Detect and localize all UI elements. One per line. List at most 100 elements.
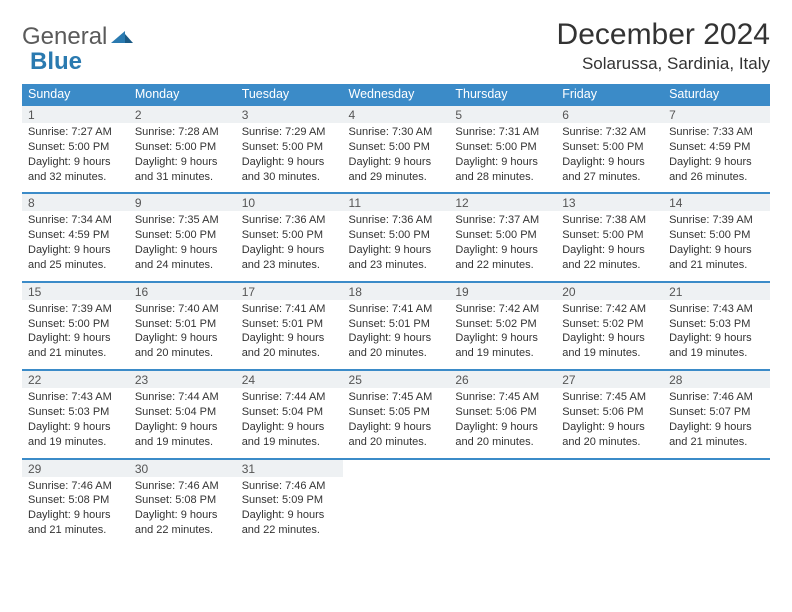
- daylight-text-1: Daylight: 9 hours: [28, 508, 123, 523]
- daylight-text-2: and 19 minutes.: [669, 346, 764, 361]
- day-number: 12: [449, 193, 556, 211]
- day-number: 19: [449, 282, 556, 300]
- day-cell: Sunrise: 7:28 AMSunset: 5:00 PMDaylight:…: [129, 123, 236, 193]
- sunrise-text: Sunrise: 7:39 AM: [28, 302, 123, 317]
- day-number: 10: [236, 193, 343, 211]
- day-number: 13: [556, 193, 663, 211]
- location: Solarussa, Sardinia, Italy: [557, 54, 770, 74]
- daylight-text-1: Daylight: 9 hours: [669, 420, 764, 435]
- daylight-text-1: Daylight: 9 hours: [135, 420, 230, 435]
- daylight-text-2: and 23 minutes.: [242, 258, 337, 273]
- daylight-text-1: Daylight: 9 hours: [349, 155, 444, 170]
- daylight-text-2: and 25 minutes.: [28, 258, 123, 273]
- daylight-text-2: and 29 minutes.: [349, 170, 444, 185]
- weekday-header: Thursday: [449, 84, 556, 105]
- daylight-text-1: Daylight: 9 hours: [455, 155, 550, 170]
- day-cell: Sunrise: 7:27 AMSunset: 5:00 PMDaylight:…: [22, 123, 129, 193]
- day-number: 28: [663, 370, 770, 388]
- daylight-text-1: Daylight: 9 hours: [242, 331, 337, 346]
- day-cell: Sunrise: 7:34 AMSunset: 4:59 PMDaylight:…: [22, 211, 129, 281]
- weekday-header-row: SundayMondayTuesdayWednesdayThursdayFrid…: [22, 84, 770, 105]
- daylight-text-2: and 21 minutes.: [669, 258, 764, 273]
- daylight-text-2: and 19 minutes.: [562, 346, 657, 361]
- sunrise-text: Sunrise: 7:43 AM: [669, 302, 764, 317]
- sunset-text: Sunset: 5:00 PM: [669, 228, 764, 243]
- sunset-text: Sunset: 5:00 PM: [28, 140, 123, 155]
- day-number: 24: [236, 370, 343, 388]
- day-cell: Sunrise: 7:36 AMSunset: 5:00 PMDaylight:…: [236, 211, 343, 281]
- day-number: 20: [556, 282, 663, 300]
- daylight-text-1: Daylight: 9 hours: [242, 420, 337, 435]
- daylight-text-1: Daylight: 9 hours: [669, 331, 764, 346]
- sunrise-text: Sunrise: 7:29 AM: [242, 125, 337, 140]
- daylight-text-2: and 22 minutes.: [135, 523, 230, 538]
- day-cell: [343, 477, 450, 546]
- sunset-text: Sunset: 4:59 PM: [669, 140, 764, 155]
- title-block: December 2024 Solarussa, Sardinia, Italy: [557, 18, 770, 74]
- daylight-text-2: and 20 minutes.: [562, 435, 657, 450]
- sunset-text: Sunset: 5:04 PM: [242, 405, 337, 420]
- sunrise-text: Sunrise: 7:41 AM: [242, 302, 337, 317]
- day-number: 14: [663, 193, 770, 211]
- day-cell: Sunrise: 7:44 AMSunset: 5:04 PMDaylight:…: [236, 388, 343, 458]
- day-cell: Sunrise: 7:43 AMSunset: 5:03 PMDaylight:…: [22, 388, 129, 458]
- daylight-text-1: Daylight: 9 hours: [135, 243, 230, 258]
- day-number: 6: [556, 105, 663, 123]
- daylight-text-1: Daylight: 9 hours: [135, 331, 230, 346]
- logo-text-general: General: [22, 25, 107, 49]
- day-number: 25: [343, 370, 450, 388]
- sunset-text: Sunset: 5:05 PM: [349, 405, 444, 420]
- daylight-text-2: and 20 minutes.: [242, 346, 337, 361]
- day-number: 16: [129, 282, 236, 300]
- day-number: 17: [236, 282, 343, 300]
- sunset-text: Sunset: 5:01 PM: [242, 317, 337, 332]
- sunset-text: Sunset: 5:08 PM: [28, 493, 123, 508]
- daylight-text-1: Daylight: 9 hours: [562, 420, 657, 435]
- day-number-row: 15161718192021: [22, 282, 770, 300]
- day-cell: Sunrise: 7:45 AMSunset: 5:06 PMDaylight:…: [556, 388, 663, 458]
- sunrise-text: Sunrise: 7:34 AM: [28, 213, 123, 228]
- sunset-text: Sunset: 5:00 PM: [562, 228, 657, 243]
- sunset-text: Sunset: 5:00 PM: [242, 140, 337, 155]
- daylight-text-2: and 20 minutes.: [455, 435, 550, 450]
- sunset-text: Sunset: 5:00 PM: [242, 228, 337, 243]
- day-body-row: Sunrise: 7:43 AMSunset: 5:03 PMDaylight:…: [22, 388, 770, 458]
- logo-triangle-icon: [111, 24, 133, 48]
- sunrise-text: Sunrise: 7:33 AM: [669, 125, 764, 140]
- day-cell: Sunrise: 7:39 AMSunset: 5:00 PMDaylight:…: [663, 211, 770, 281]
- day-number: 7: [663, 105, 770, 123]
- daylight-text-2: and 23 minutes.: [349, 258, 444, 273]
- day-cell: Sunrise: 7:41 AMSunset: 5:01 PMDaylight:…: [236, 300, 343, 370]
- daylight-text-2: and 32 minutes.: [28, 170, 123, 185]
- day-cell: Sunrise: 7:37 AMSunset: 5:00 PMDaylight:…: [449, 211, 556, 281]
- sunrise-text: Sunrise: 7:27 AM: [28, 125, 123, 140]
- day-cell: Sunrise: 7:45 AMSunset: 5:06 PMDaylight:…: [449, 388, 556, 458]
- daylight-text-2: and 22 minutes.: [242, 523, 337, 538]
- daylight-text-2: and 20 minutes.: [135, 346, 230, 361]
- sunrise-text: Sunrise: 7:39 AM: [669, 213, 764, 228]
- day-cell: Sunrise: 7:46 AMSunset: 5:09 PMDaylight:…: [236, 477, 343, 546]
- sunrise-text: Sunrise: 7:36 AM: [242, 213, 337, 228]
- day-cell: Sunrise: 7:42 AMSunset: 5:02 PMDaylight:…: [449, 300, 556, 370]
- daylight-text-2: and 30 minutes.: [242, 170, 337, 185]
- day-number: 3: [236, 105, 343, 123]
- daylight-text-2: and 19 minutes.: [242, 435, 337, 450]
- sunrise-text: Sunrise: 7:32 AM: [562, 125, 657, 140]
- sunrise-text: Sunrise: 7:41 AM: [349, 302, 444, 317]
- daylight-text-2: and 19 minutes.: [455, 346, 550, 361]
- day-number: 29: [22, 459, 129, 477]
- day-cell: [556, 477, 663, 546]
- day-number-row: 22232425262728: [22, 370, 770, 388]
- sunset-text: Sunset: 5:06 PM: [562, 405, 657, 420]
- day-cell: [449, 477, 556, 546]
- day-number: [343, 459, 450, 477]
- sunrise-text: Sunrise: 7:43 AM: [28, 390, 123, 405]
- weekday-header: Sunday: [22, 84, 129, 105]
- day-number-row: 891011121314: [22, 193, 770, 211]
- daylight-text-1: Daylight: 9 hours: [28, 420, 123, 435]
- sunrise-text: Sunrise: 7:42 AM: [455, 302, 550, 317]
- day-number: 8: [22, 193, 129, 211]
- day-cell: Sunrise: 7:46 AMSunset: 5:07 PMDaylight:…: [663, 388, 770, 458]
- daylight-text-2: and 24 minutes.: [135, 258, 230, 273]
- day-body-row: Sunrise: 7:46 AMSunset: 5:08 PMDaylight:…: [22, 477, 770, 546]
